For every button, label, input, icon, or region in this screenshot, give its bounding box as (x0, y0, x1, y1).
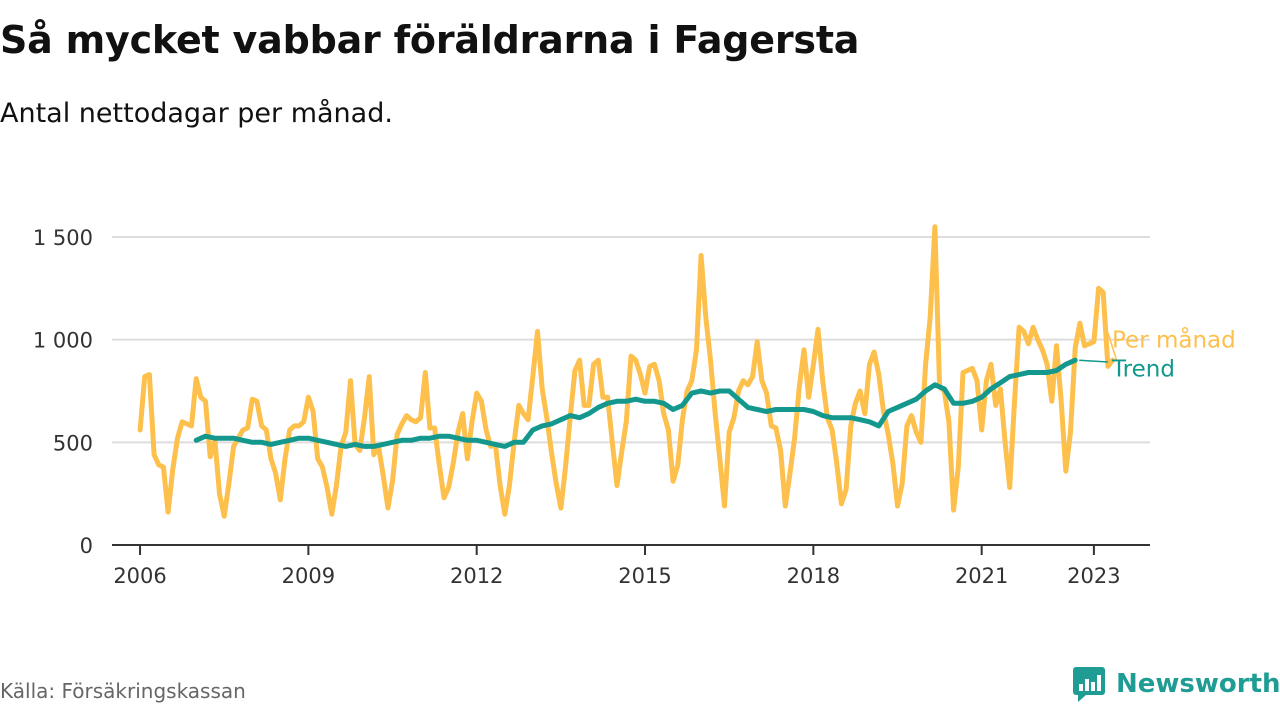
series-line-trend (193, 357, 1078, 449)
y-tick-label: 1 000 (33, 329, 93, 353)
y-tick-label: 0 (80, 534, 93, 558)
series-label-monthly: Per månad (1112, 326, 1236, 354)
x-tick-label: 2006 (113, 564, 166, 588)
grid-lines: 0 500 1 000 1 500 (33, 226, 1150, 558)
y-tick-label: 1 500 (33, 226, 93, 250)
x-tick-label: 2015 (618, 564, 671, 588)
y-tick-label: 500 (53, 431, 93, 455)
brand-logo: Newsworthy (1072, 664, 1280, 704)
series-line-monthly (137, 224, 1116, 519)
series-lines (137, 224, 1116, 519)
source-note: Källa: Försäkringskassan (0, 679, 246, 703)
series-label-trend: Trend (1111, 357, 1175, 383)
x-tick-label: 2012 (450, 564, 503, 588)
series-labels: Per månad Trend (1079, 326, 1236, 383)
x-tick-label: 2021 (955, 564, 1008, 588)
chart-title: Så mycket vabbar föräldrarna i Fagersta (0, 18, 860, 62)
series-label-connector (1107, 332, 1118, 361)
x-tick-label: 2009 (282, 564, 335, 588)
x-tick-label: 2023 (1067, 564, 1120, 588)
brand-name: Newsworthy (1116, 669, 1280, 699)
chart-subtitle: Antal nettodagar per månad. (0, 98, 393, 129)
x-axis: 2006 2009 2012 2015 2018 2021 2023 (112, 544, 1150, 588)
series-label-connector (1079, 359, 1109, 363)
x-tick-label: 2018 (787, 564, 840, 588)
newsworthy-logo-icon (1073, 667, 1105, 702)
